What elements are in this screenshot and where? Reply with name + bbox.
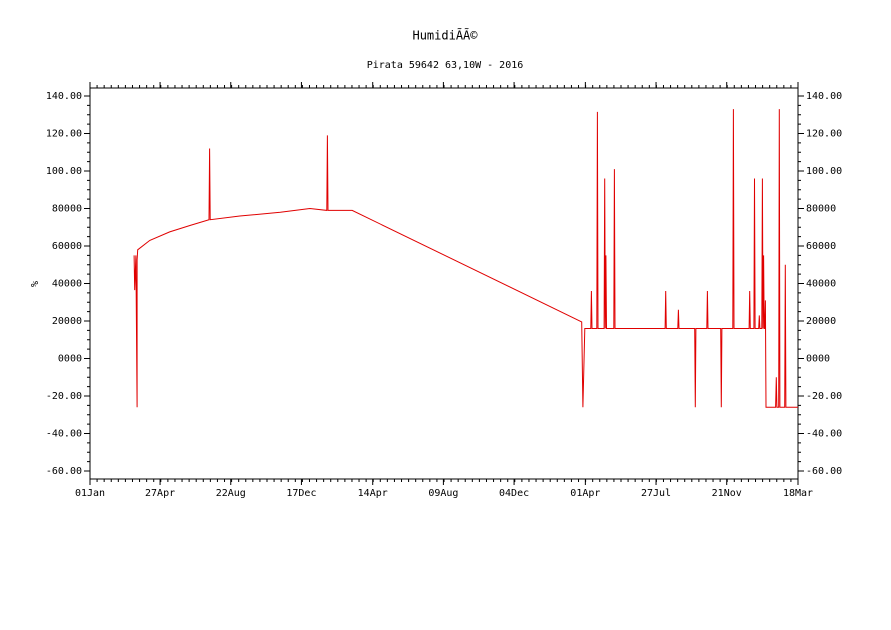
x-tick-label: 01Apr xyxy=(570,488,600,499)
x-tick-label: 27Apr xyxy=(145,488,175,499)
plot-frame xyxy=(89,87,799,480)
y-tick-label: -60.00 xyxy=(46,466,82,477)
y-tick-label-right: 100.00 xyxy=(806,166,842,177)
x-tick-label: 27Jul xyxy=(641,488,671,499)
x-tick-label: 17Dec xyxy=(286,488,316,499)
y-tick-label: 120.00 xyxy=(46,129,82,140)
x-tick-label: 01Jan xyxy=(75,488,105,499)
y-tick-label-right: 140.00 xyxy=(806,91,842,102)
y-tick-label-right: 60000 xyxy=(806,241,836,252)
y-tick-label-right: -40.00 xyxy=(806,429,842,440)
y-tick-label: -40.00 xyxy=(46,429,82,440)
x-tick-label: 22Aug xyxy=(216,488,246,499)
y-tick-label-right: 0000 xyxy=(806,354,830,365)
x-tick-label: 18Mar xyxy=(783,488,813,499)
y-tick-label: 20000 xyxy=(52,316,82,327)
y-tick-label-right: 80000 xyxy=(806,204,836,215)
x-tick-label: 04Dec xyxy=(499,488,529,499)
y-tick-label: 100.00 xyxy=(46,166,82,177)
y-tick-label-right: 20000 xyxy=(806,316,836,327)
y-tick-label: 80000 xyxy=(52,204,82,215)
chart-title: HumidiÃÃ© xyxy=(412,28,478,43)
y-tick-label-right: -20.00 xyxy=(806,391,842,402)
y-tick-label: 40000 xyxy=(52,279,82,290)
y-tick-label: 0000 xyxy=(58,354,82,365)
y-tick-label: 60000 xyxy=(52,241,82,252)
x-tick-label: 09Aug xyxy=(428,488,458,499)
y-axis-label: % xyxy=(30,281,41,287)
x-tick-label: 21Nov xyxy=(712,488,742,499)
y-tick-label: 140.00 xyxy=(46,91,82,102)
chart-subtitle: Pirata 59642 63,10W - 2016 xyxy=(367,60,524,71)
data-line xyxy=(133,109,798,408)
y-tick-label-right: 120.00 xyxy=(806,129,842,140)
x-tick-label: 14Apr xyxy=(358,488,388,499)
y-tick-label-right: -60.00 xyxy=(806,466,842,477)
y-tick-label: -20.00 xyxy=(46,391,82,402)
y-tick-label-right: 40000 xyxy=(806,279,836,290)
